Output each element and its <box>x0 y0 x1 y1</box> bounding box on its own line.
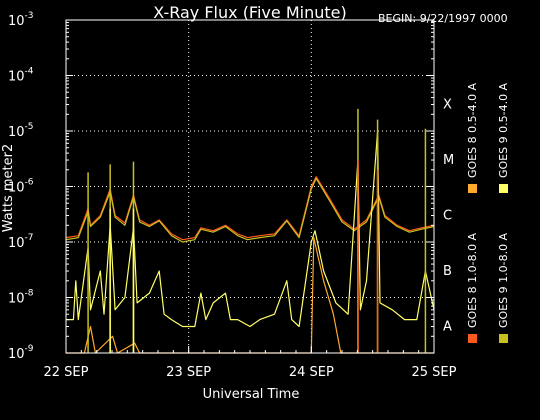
begin-label: BEGIN: 9/22/1997 0000 <box>378 12 508 25</box>
series-line-3 <box>66 130 435 328</box>
x-tick-label: 22 SEP <box>44 365 89 380</box>
legend-swatch-1 <box>468 184 477 193</box>
chart-title: X-Ray Flux (Five Minute) <box>153 3 346 22</box>
legend-swatch-0 <box>468 334 477 343</box>
legend-label-0: GOES 8 1.0-8.0 A <box>466 232 479 328</box>
y-axis-label: Watts meter2 <box>1 144 16 232</box>
x-tick-label: 25 SEP <box>412 365 457 380</box>
x-tick-label: 23 SEP <box>166 365 211 380</box>
x-tick-label: 24 SEP <box>289 365 334 380</box>
flare-class-A: A <box>443 319 452 334</box>
legend-swatch-3 <box>499 184 508 193</box>
flare-class-C: C <box>443 208 452 223</box>
legend-label-2: GOES 9 1.0-8.0 A <box>497 232 510 328</box>
flare-class-labels: A B C M X <box>443 97 454 334</box>
legend-label-1: GOES 8 0.5-4.0 A <box>466 82 479 178</box>
flare-class-B: B <box>443 264 452 279</box>
x-axis-ticks: 22 SEP 23 SEP 24 SEP 25 SEP <box>44 346 457 380</box>
legend: GOES 8 1.0-8.0 A GOES 8 0.5-4.0 A GOES 9 1… <box>466 82 510 343</box>
flare-class-X: X <box>443 97 452 112</box>
flare-class-M: M <box>443 153 454 168</box>
series-layer <box>65 108 435 354</box>
legend-swatch-2 <box>499 334 508 343</box>
grid <box>66 20 434 353</box>
series-line-2 <box>65 177 435 243</box>
x-axis-label: Universal Time <box>203 387 300 402</box>
legend-label-3: GOES 9 0.5-4.0 A <box>497 82 510 178</box>
